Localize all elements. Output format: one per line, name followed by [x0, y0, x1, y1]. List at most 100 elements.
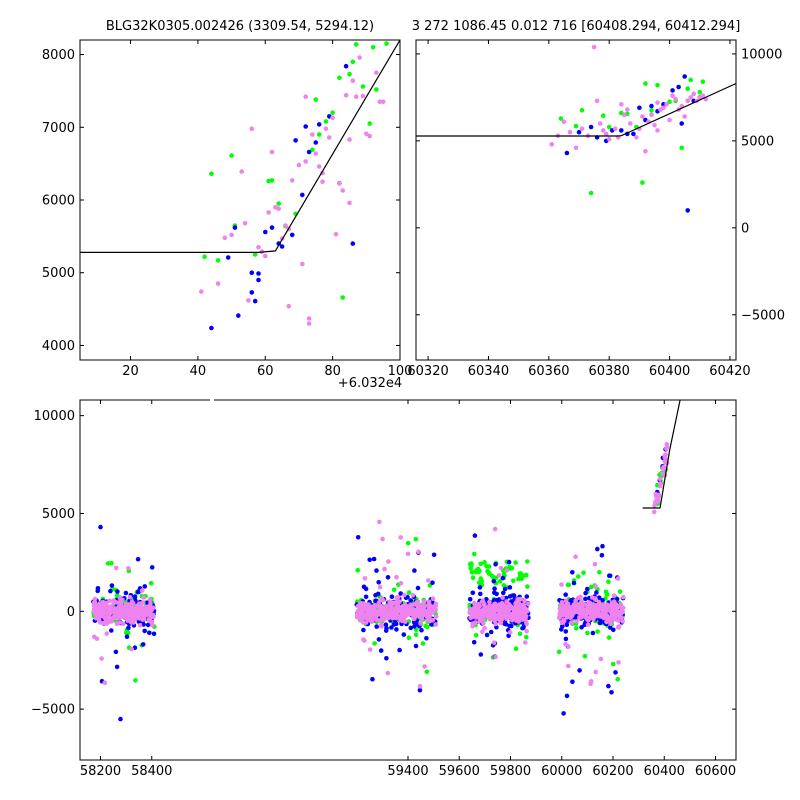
- data-point: [386, 559, 391, 564]
- data-point: [491, 614, 497, 619]
- data-point: [408, 625, 414, 631]
- data-point: [347, 200, 352, 206]
- data-point: [643, 81, 648, 86]
- data-point: [520, 625, 525, 631]
- data-point: [289, 232, 295, 238]
- data-point: [585, 586, 590, 592]
- data-point: [676, 84, 681, 90]
- data-point: [252, 298, 258, 304]
- data-point: [126, 608, 131, 613]
- data-point: [376, 637, 382, 642]
- data-point: [313, 151, 319, 156]
- data-point: [565, 601, 571, 607]
- data-point: [416, 549, 421, 555]
- data-point: [111, 600, 116, 605]
- data-point: [350, 78, 356, 83]
- data-point: [425, 609, 430, 615]
- data-point: [670, 93, 675, 98]
- data-point: [126, 625, 131, 631]
- data-point: [505, 609, 511, 615]
- data-point: [401, 632, 407, 637]
- data-point: [368, 618, 373, 623]
- data-point: [137, 623, 143, 628]
- data-point: [604, 613, 609, 619]
- data-point: [504, 615, 509, 620]
- data-point: [492, 607, 498, 612]
- data-point: [606, 136, 612, 142]
- data-point: [114, 621, 120, 627]
- data-point: [486, 605, 492, 610]
- data-point: [215, 281, 221, 286]
- data-point: [616, 660, 621, 665]
- data-point: [108, 588, 113, 594]
- data-point: [573, 554, 578, 559]
- data-point: [568, 615, 573, 621]
- data-point: [133, 611, 138, 617]
- data-point: [477, 618, 482, 624]
- data-point: [504, 568, 510, 573]
- data-point: [398, 591, 404, 596]
- data-point: [576, 574, 581, 579]
- data-point: [384, 625, 389, 631]
- data-point: [579, 108, 585, 113]
- data-point: [563, 629, 569, 634]
- data-point: [478, 591, 483, 597]
- data-point: [596, 600, 602, 605]
- data-point: [433, 614, 439, 619]
- data-point: [142, 584, 148, 589]
- data-point: [359, 609, 364, 615]
- data-point: [597, 620, 603, 626]
- data-point: [510, 611, 515, 617]
- data-point: [425, 624, 430, 630]
- data-point: [563, 641, 568, 647]
- x-tick-label: 59800: [490, 764, 531, 779]
- data-point: [596, 595, 602, 600]
- y-tick-label: 6000: [42, 194, 75, 209]
- data-point: [411, 602, 417, 607]
- data-point: [670, 88, 675, 93]
- data-point: [283, 223, 288, 228]
- data-point: [592, 561, 598, 567]
- data-point: [389, 607, 395, 613]
- data-point: [491, 578, 497, 584]
- data-point: [420, 601, 426, 607]
- data-point: [559, 600, 565, 605]
- data-point: [355, 535, 361, 540]
- data-point: [149, 565, 155, 570]
- data-point: [482, 625, 487, 631]
- data-point: [612, 126, 618, 131]
- data-point: [115, 606, 120, 612]
- data-point: [148, 609, 153, 614]
- data-point: [403, 619, 408, 624]
- data-point: [566, 582, 571, 588]
- data-point: [398, 535, 404, 540]
- data-point: [391, 587, 397, 593]
- data-point: [389, 594, 395, 599]
- data-point: [616, 618, 621, 623]
- data-point: [500, 607, 506, 612]
- data-point: [97, 602, 102, 607]
- data-point: [619, 102, 624, 107]
- data-point: [337, 75, 342, 81]
- data-point: [229, 153, 234, 158]
- data-point: [118, 716, 123, 722]
- data-point: [522, 598, 527, 604]
- data-point: [316, 132, 322, 137]
- data-point: [389, 625, 394, 630]
- data-point: [102, 680, 108, 685]
- data-point: [525, 559, 530, 564]
- data-point: [524, 629, 529, 634]
- data-point: [126, 602, 131, 607]
- data-point: [477, 585, 483, 590]
- data-point: [561, 119, 567, 124]
- data-point: [610, 610, 615, 615]
- x-tick-label: 59400: [387, 764, 428, 779]
- data-point: [417, 607, 422, 612]
- data-point: [564, 693, 570, 699]
- data-point: [99, 613, 105, 619]
- data-point: [135, 556, 141, 562]
- data-point: [150, 612, 156, 618]
- data-point: [394, 595, 400, 600]
- data-point: [487, 612, 493, 618]
- title-left: BLG32K0305.002426 (3309.54, 5294.12): [106, 19, 374, 34]
